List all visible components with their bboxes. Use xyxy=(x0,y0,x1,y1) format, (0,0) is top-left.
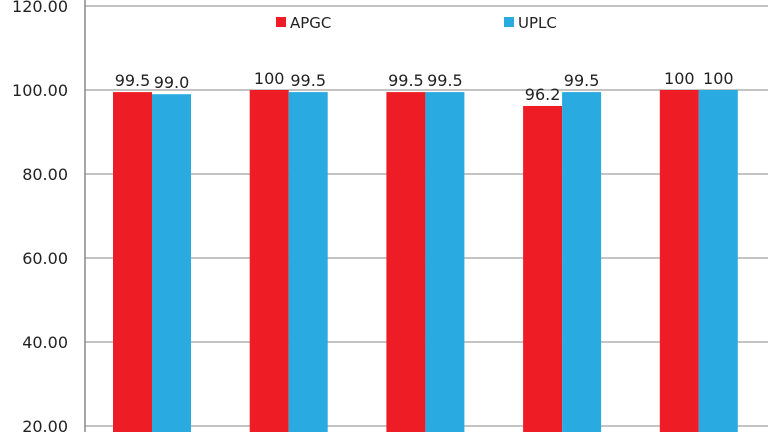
data-label-uplc: 99.0 xyxy=(154,73,190,92)
bar-apgc xyxy=(523,105,563,432)
legend-swatch-apgc xyxy=(276,17,286,27)
data-label-apgc: 96.2 xyxy=(525,85,561,104)
y-axis-tick-labels: 20.00 40.00 60.00 80.00 100.00 120.00 xyxy=(12,0,68,432)
y-tick-label: 40.00 xyxy=(22,333,68,352)
bar-uplc xyxy=(425,92,465,432)
data-label-uplc: 99.5 xyxy=(427,71,463,90)
bar-uplc xyxy=(288,92,328,432)
legend-swatch-uplc xyxy=(504,17,514,27)
bar-apgc xyxy=(249,90,289,432)
data-label-apgc: 100 xyxy=(664,69,695,88)
y-tick-label: 60.00 xyxy=(22,249,68,268)
bar-uplc xyxy=(698,90,738,432)
y-tick-label: 80.00 xyxy=(22,165,68,184)
y-tick-label: 120.00 xyxy=(12,0,68,16)
data-label-apgc: 99.5 xyxy=(115,71,151,90)
bars xyxy=(113,90,738,432)
legend: APGC UPLC xyxy=(276,14,557,32)
data-labels: 99.5 99.0 100 99.5 99.5 99.596.299.5 100 100 xyxy=(115,69,734,104)
legend-label-apgc: APGC xyxy=(290,14,331,32)
legend-label-uplc: UPLC xyxy=(518,14,557,32)
y-tick-label: 100.00 xyxy=(12,81,68,100)
bar-apgc xyxy=(386,92,426,432)
bar-uplc xyxy=(152,94,191,432)
bar-apgc xyxy=(659,90,699,432)
data-label-uplc: 99.5 xyxy=(290,71,326,90)
bar-apgc xyxy=(113,92,152,432)
data-label-uplc: 99.5 xyxy=(564,71,600,90)
data-label-uplc: 100 xyxy=(703,69,734,88)
bar-uplc xyxy=(562,92,602,432)
data-label-apgc: 99.5 xyxy=(388,71,424,90)
y-tick-label: 20.00 xyxy=(22,417,68,432)
data-label-apgc: 100 xyxy=(254,69,285,88)
